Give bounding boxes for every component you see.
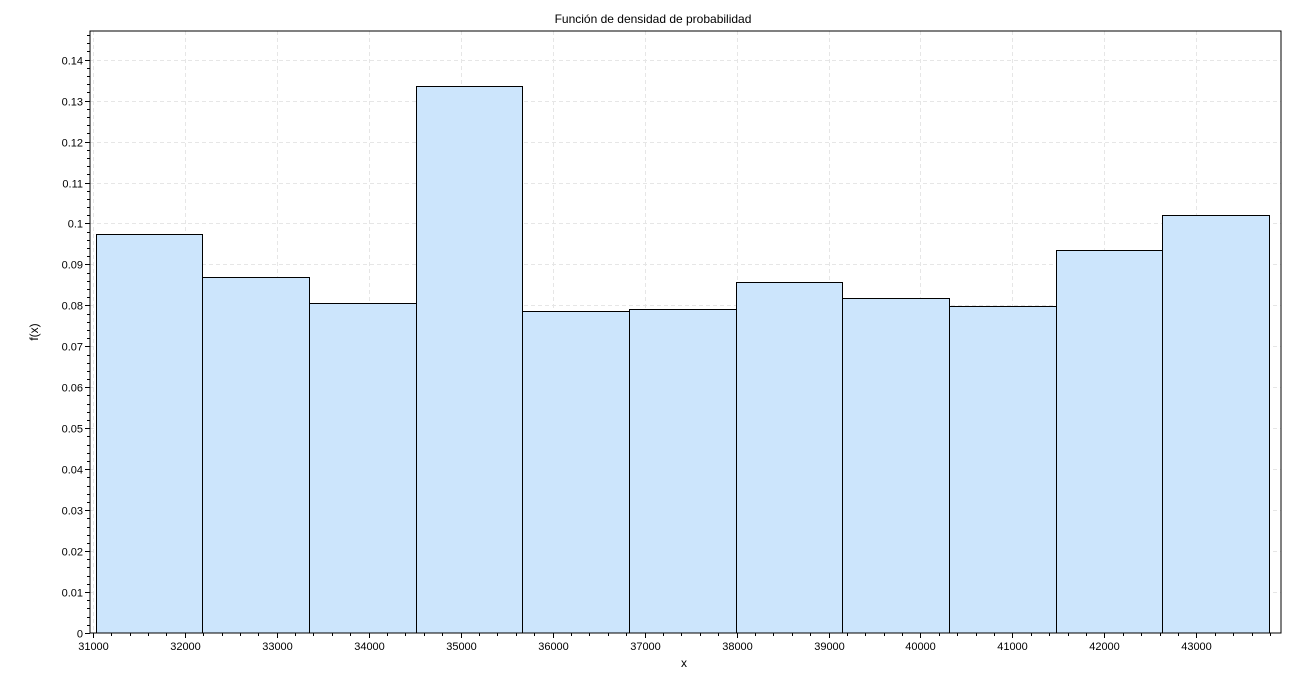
x-axis-label: x — [681, 656, 687, 670]
histogram-bar — [522, 311, 630, 634]
plot-area-frame — [89, 30, 1282, 634]
y-tick-label: 0.06 — [62, 383, 83, 395]
x-tick-label: 36000 — [538, 641, 569, 653]
y-tick-label: 0.13 — [62, 97, 83, 109]
y-tick-label: 0.01 — [62, 588, 83, 600]
y-tick-label: 0.08 — [62, 301, 83, 313]
y-tick-label: 0.04 — [62, 465, 83, 477]
x-tick-label: 31000 — [78, 641, 109, 653]
y-tick-label: 0.1 — [68, 219, 83, 231]
x-axis: 31000 32000 33000 34000 35000 36000 37000 38000… — [78, 633, 1271, 653]
y-tick-label: 0.14 — [62, 56, 83, 68]
histogram-bar — [309, 303, 417, 634]
histogram-bar — [629, 309, 737, 634]
x-tick-label: 39000 — [814, 641, 845, 653]
x-tick-label: 42000 — [1089, 641, 1120, 653]
y-tick-label: 0.05 — [62, 424, 83, 436]
x-tick-label: 43000 — [1181, 641, 1212, 653]
y-tick-label: 0.07 — [62, 342, 83, 354]
y-tick-label: 0 — [77, 629, 83, 641]
x-tick-label: 35000 — [446, 641, 477, 653]
chart-title: Función de densidad de probabilidad — [555, 12, 752, 26]
x-tick-label: 33000 — [262, 641, 293, 653]
x-tick-label: 34000 — [354, 641, 385, 653]
x-tick-label: 38000 — [722, 641, 753, 653]
histogram-bars — [96, 86, 1270, 634]
y-tick-label: 0.12 — [62, 138, 83, 150]
histogram-bar — [96, 234, 203, 634]
x-tick-label: 32000 — [170, 641, 201, 653]
histogram-bar — [1162, 215, 1270, 634]
y-tick-label: 0.09 — [62, 260, 83, 272]
y-tick-label: 0.02 — [62, 547, 83, 559]
x-tick-label: 37000 — [630, 641, 661, 653]
histogram-bar — [416, 86, 523, 634]
x-tick-label: 40000 — [905, 641, 936, 653]
y-tick-label: 0.11 — [62, 179, 83, 191]
y-tick-label: 0.03 — [62, 506, 83, 518]
histogram-bar — [736, 282, 843, 634]
histogram-bar — [949, 306, 1057, 634]
y-axis-label: f(x) — [27, 323, 41, 340]
histogram-bar — [842, 298, 950, 634]
x-tick-label: 41000 — [997, 641, 1028, 653]
histogram-bar — [1056, 250, 1163, 634]
y-axis: 0 0.01 0.02 0.03 0.04 0.05 0.06 0.07 0.08 0.09 0.1… — [62, 35, 90, 641]
histogram-bar — [202, 277, 310, 634]
